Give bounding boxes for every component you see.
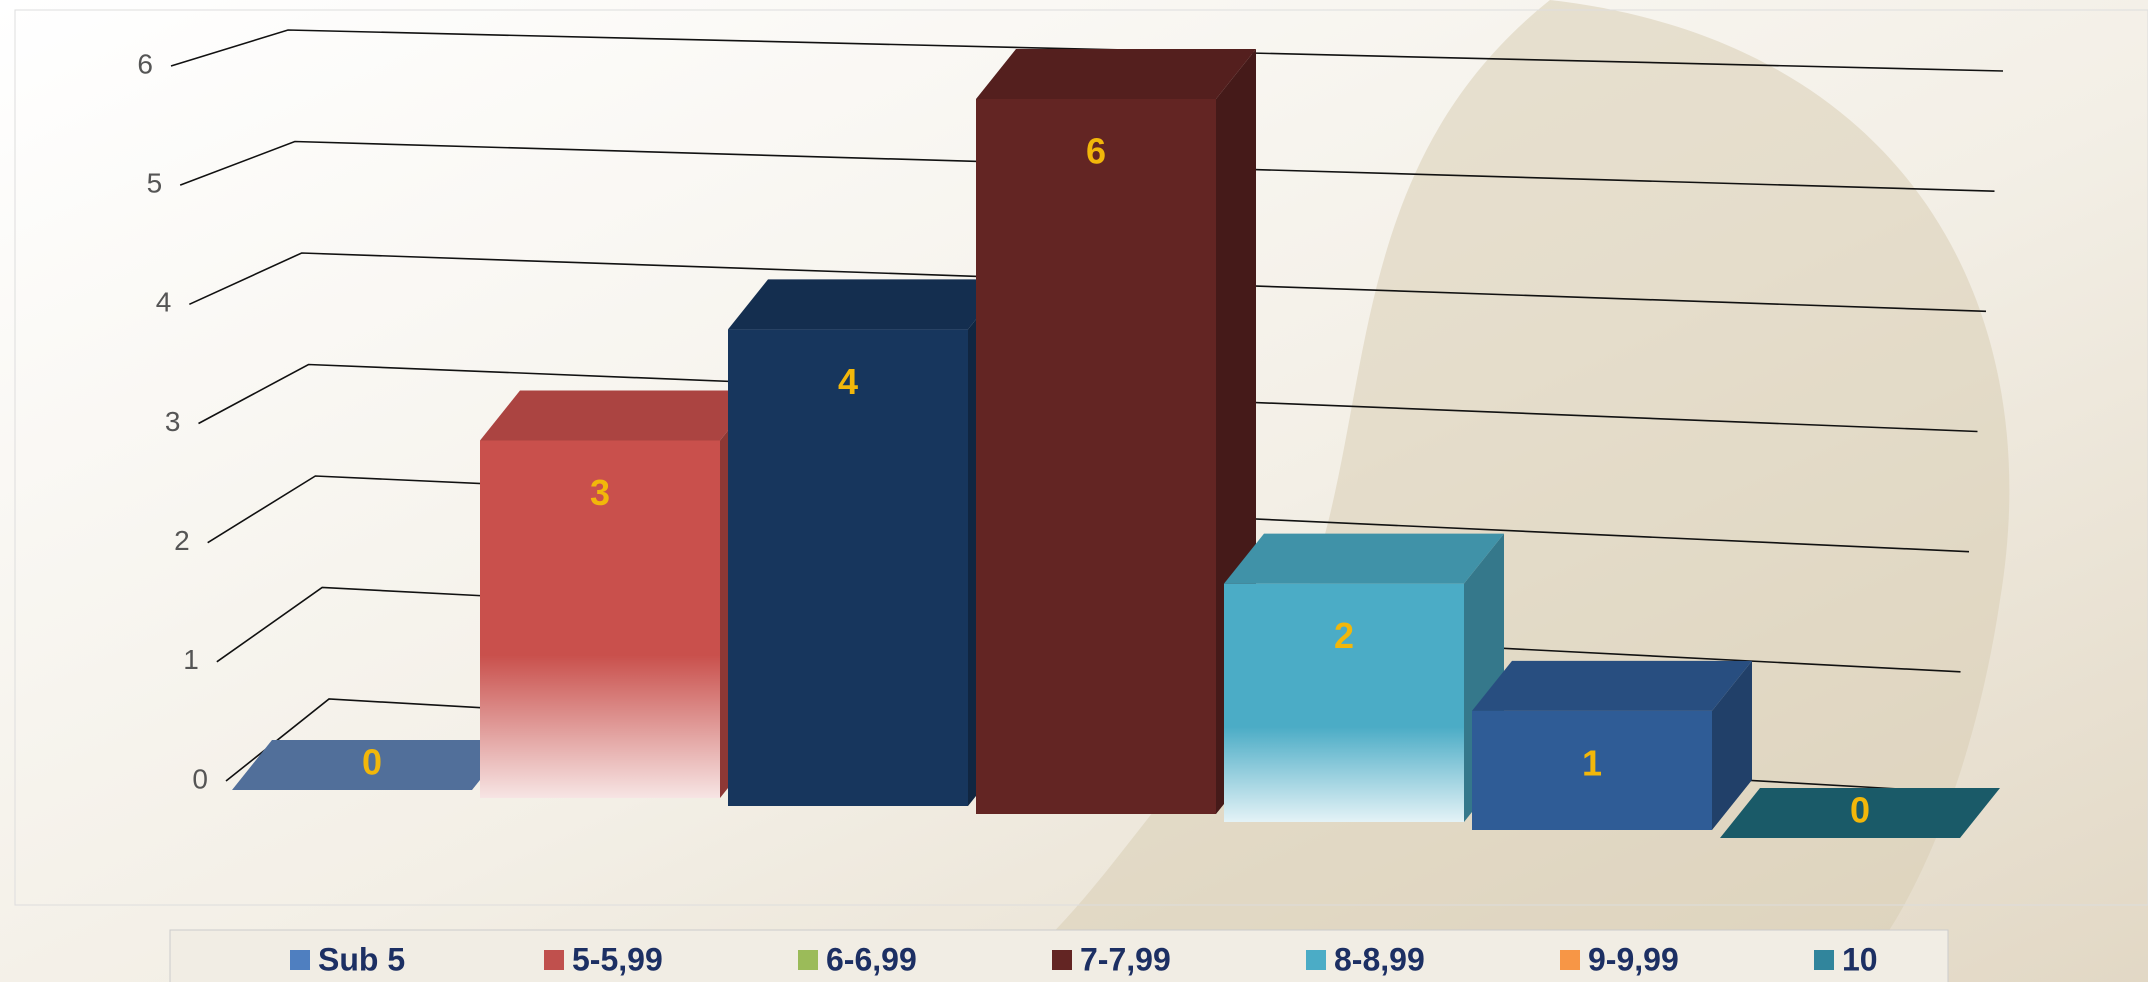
value-label: 0 <box>362 742 382 783</box>
value-label: 1 <box>1582 742 1602 783</box>
legend-label: 5-5,99 <box>572 941 663 977</box>
bar-side <box>1712 660 1752 830</box>
bar-top <box>1224 533 1504 584</box>
value-label: 0 <box>1850 790 1870 831</box>
legend-label: 10 <box>1842 941 1878 977</box>
bar-top <box>976 49 1256 99</box>
bar-front <box>976 99 1216 814</box>
y-tick-label: 0 <box>192 763 208 794</box>
y-tick-label: 2 <box>174 525 190 556</box>
legend-label: 9-9,99 <box>1588 941 1679 977</box>
legend-label: 8-8,99 <box>1334 941 1425 977</box>
bar-top <box>1720 788 2000 838</box>
y-tick-label: 6 <box>137 48 153 79</box>
legend-swatch <box>544 950 564 970</box>
bar-fade <box>1224 583 1464 822</box>
legend-swatch <box>1052 950 1072 970</box>
legend-swatch <box>1560 950 1580 970</box>
legend-swatch <box>1306 950 1326 970</box>
value-label: 4 <box>838 361 858 402</box>
bar-front <box>728 329 968 806</box>
grid-line <box>207 475 1970 553</box>
legend-label: 6-6,99 <box>826 941 917 977</box>
bar-top <box>728 279 1008 330</box>
grid-line <box>198 363 1978 433</box>
legend-label: 7-7,99 <box>1080 941 1171 977</box>
y-tick-label: 1 <box>183 644 199 675</box>
legend-swatch <box>1814 950 1834 970</box>
bar-fade <box>480 440 720 798</box>
bar-front <box>1472 710 1712 830</box>
grid-line <box>189 252 1987 313</box>
grid-line <box>179 140 1995 192</box>
legend-swatch <box>290 950 310 970</box>
bar-top <box>232 740 512 790</box>
grid-line <box>170 29 2004 72</box>
plot-frame <box>14 9 2148 906</box>
value-label: 3 <box>590 472 610 513</box>
bar-top <box>480 390 760 441</box>
value-label: 6 <box>1086 131 1106 172</box>
legend-swatch <box>798 950 818 970</box>
bar-top <box>1472 660 1752 711</box>
value-label: 2 <box>1334 615 1354 656</box>
y-tick-label: 4 <box>156 287 172 318</box>
y-tick-label: 5 <box>147 168 163 199</box>
y-tick-label: 3 <box>165 406 181 437</box>
legend-label: Sub 5 <box>318 941 405 977</box>
